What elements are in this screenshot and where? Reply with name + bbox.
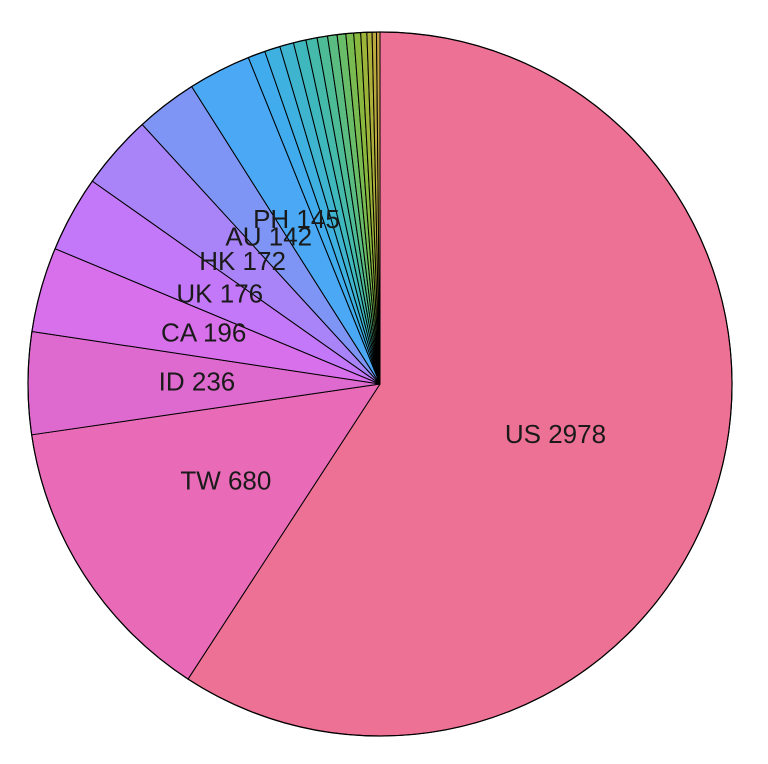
pie-slice-label-0: US 2978 [505,419,606,449]
pie-slice-label-7: PH 145 [253,204,340,234]
pie-slice-label-3: CA 196 [161,318,246,348]
pie-slice-label-1: TW 680 [180,466,271,496]
pie-slice-label-6: AU 142 [225,221,312,251]
pie-outline [27,31,733,737]
pie-slice-label-5: HK 172 [199,246,286,276]
pie-slice-label-4: UK 176 [176,278,263,308]
pie-slice-label-2: ID 236 [159,366,236,396]
pie-slices [27,31,733,737]
